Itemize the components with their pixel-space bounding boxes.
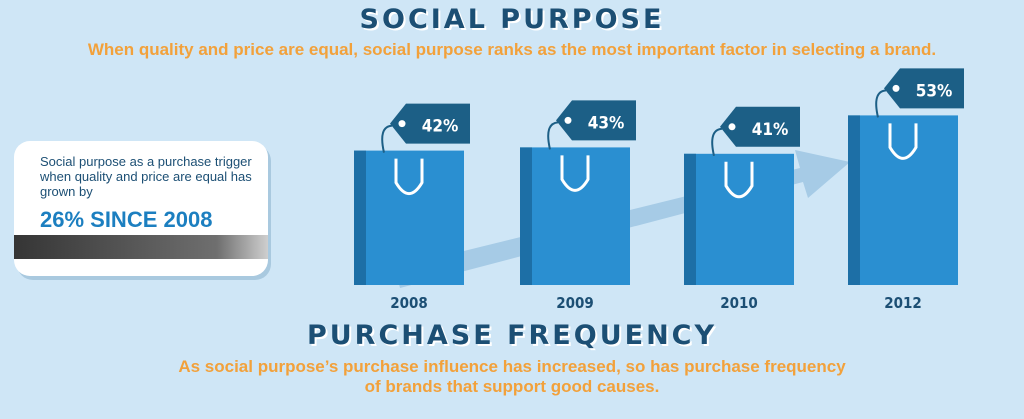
page-title: SOCIAL PURPOSE (359, 4, 665, 35)
tag-string (875, 89, 887, 118)
tag-string (381, 124, 393, 153)
bag-handle-icon (724, 161, 754, 199)
tag-hole (398, 120, 406, 128)
x-tick-label: 2010 (720, 294, 758, 312)
bar-2012: 53% 2012 (848, 68, 964, 312)
price-tag (884, 68, 964, 109)
bag-side (684, 153, 696, 285)
tag-hole (728, 123, 736, 131)
stat-card: Social purpose as a purchase trigger whe… (14, 141, 268, 276)
bag-body (354, 150, 464, 285)
section-subtitle: As social purpose’s purchase influence h… (0, 357, 1024, 397)
price-tag (556, 100, 636, 141)
data-label: 42% (422, 117, 459, 137)
x-tick-label: 2008 (390, 294, 428, 312)
bag-body (520, 147, 630, 285)
bar-2008: 42% 2008 (354, 103, 470, 312)
tag-string (547, 121, 559, 150)
tag-hole (892, 84, 900, 92)
tag-string (711, 127, 723, 157)
price-tag (720, 106, 800, 147)
section-title: PURCHASE FREQUENCY (306, 320, 718, 351)
bag-side (848, 115, 860, 286)
bag-side (520, 147, 532, 285)
bar-2010: 41% 2010 (684, 106, 800, 312)
x-tick-label: 2012 (884, 294, 922, 312)
bag-handle-icon (560, 155, 590, 192)
bag-side (354, 150, 366, 285)
bag-body (848, 115, 958, 286)
bag-handle-icon (888, 123, 918, 160)
tag-hole (564, 116, 572, 124)
bar-2009: 43% 2009 (520, 100, 636, 312)
section-subtitle-line-1: As social purpose’s purchase influence h… (178, 357, 846, 376)
page-subtitle: When quality and price are equal, social… (87, 40, 937, 59)
data-label: 43% (588, 113, 625, 133)
stat-card-highlight: 26% SINCE 2008 (40, 207, 213, 232)
bag-handle-icon (394, 158, 424, 196)
x-tick-label: 2009 (556, 294, 594, 312)
section-subtitle-line-2: of brands that support good causes. (364, 377, 660, 396)
stat-card-text: Social purpose as a purchase trigger whe… (40, 154, 252, 199)
data-label: 41% (752, 120, 789, 140)
price-tag (390, 103, 470, 144)
bag-body (684, 153, 794, 285)
data-label: 53% (916, 81, 953, 101)
card-magnetic-strip (14, 235, 268, 259)
